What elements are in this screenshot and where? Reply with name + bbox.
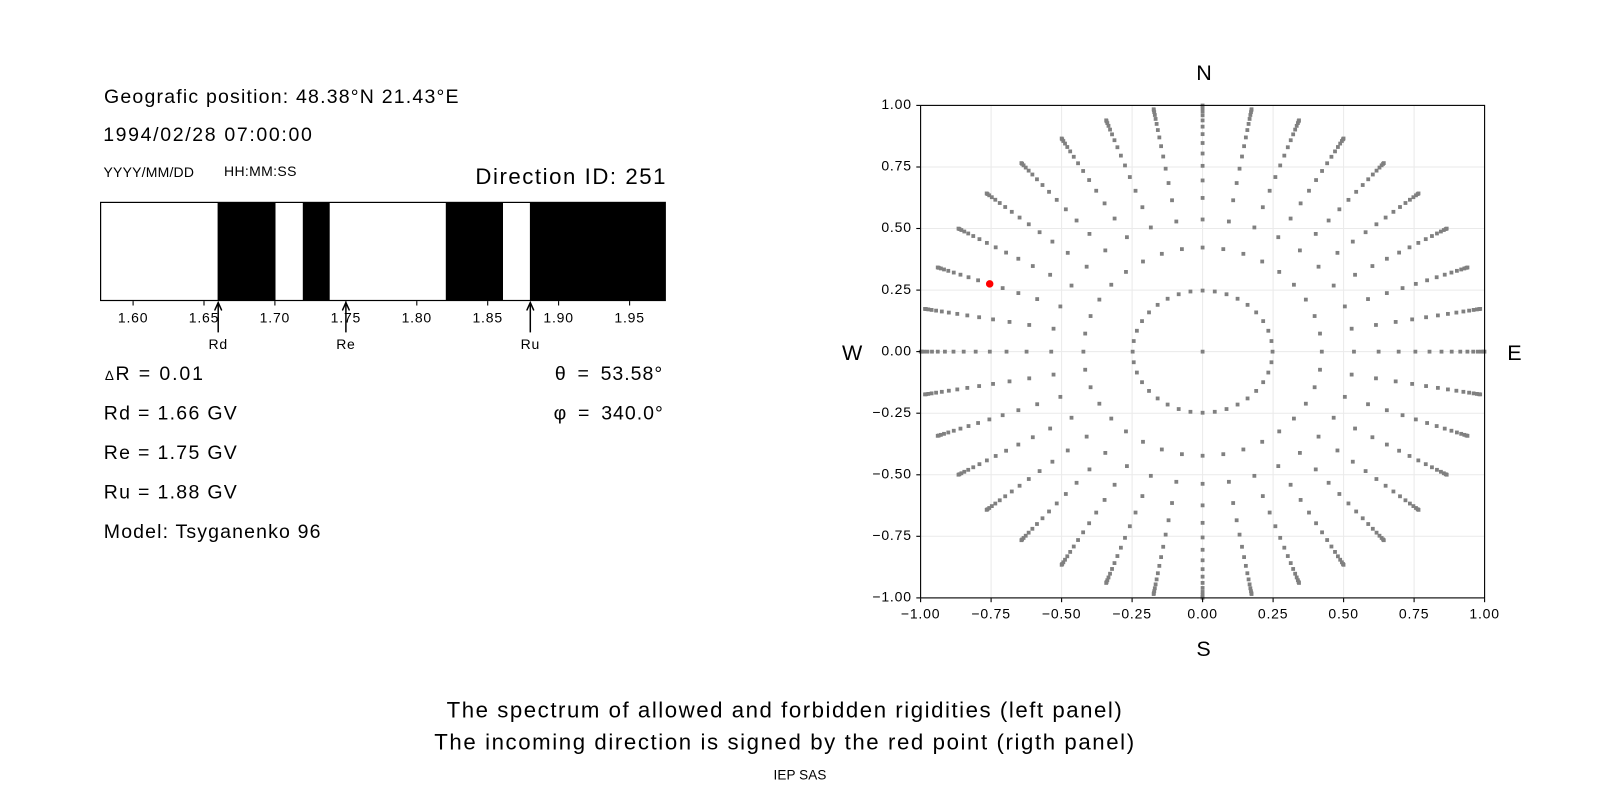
svg-text:−0.25: −0.25 [872, 404, 911, 420]
svg-text:E: E [1507, 341, 1521, 365]
svg-text:θ = 53.58°: θ = 53.58° [555, 363, 663, 385]
svg-text:1994/02/28 07:00:00: 1994/02/28 07:00:00 [103, 124, 313, 146]
svg-text:Ru: Ru [521, 336, 540, 352]
svg-text:Re: Re [336, 336, 355, 352]
svg-text:Direction ID: 251: Direction ID: 251 [475, 164, 667, 189]
svg-text:1.90: 1.90 [543, 309, 573, 325]
svg-text:S: S [1196, 637, 1210, 661]
svg-text:0.50: 0.50 [1328, 606, 1358, 622]
svg-text:−1.00: −1.00 [872, 589, 911, 605]
svg-text:0.00: 0.00 [881, 342, 911, 358]
svg-text:1.00: 1.00 [1469, 606, 1499, 622]
svg-text:0.00: 0.00 [1187, 606, 1217, 622]
svg-text:HH:MM:SS: HH:MM:SS [224, 163, 297, 179]
svg-text:1.70: 1.70 [260, 309, 290, 325]
svg-text:0.25: 0.25 [881, 281, 911, 297]
svg-text:−0.75: −0.75 [971, 606, 1010, 622]
svg-text:0.25: 0.25 [1258, 606, 1288, 622]
svg-text:Re = 1.75 GV: Re = 1.75 GV [104, 442, 238, 464]
svg-text:1.80: 1.80 [402, 309, 432, 325]
svg-text:1.85: 1.85 [472, 309, 502, 325]
svg-text:1.60: 1.60 [118, 309, 148, 325]
svg-text:Rd = 1.66 GV: Rd = 1.66 GV [104, 402, 238, 424]
svg-text:1.00: 1.00 [881, 96, 911, 112]
svg-text:1.65: 1.65 [189, 309, 219, 325]
svg-text:The incoming direction is sign: The incoming direction is signed by the … [434, 729, 1135, 754]
svg-text:The spectrum of allowed and fo: The spectrum of allowed and forbidden ri… [447, 698, 1124, 723]
svg-text:φ = 340.0°: φ = 340.0° [554, 402, 664, 424]
svg-text:Rd: Rd [209, 336, 228, 352]
svg-text:Geografic position: 48.38°N 21: Geografic position: 48.38°N 21.43°E [104, 86, 460, 108]
svg-text:−1.00: −1.00 [901, 606, 940, 622]
svg-text:Ru = 1.88 GV: Ru = 1.88 GV [104, 481, 238, 503]
svg-text:−0.50: −0.50 [872, 466, 911, 482]
svg-text:0.50: 0.50 [881, 219, 911, 235]
svg-text:N: N [1196, 61, 1212, 85]
svg-text:Model: Tsyganenko 96: Model: Tsyganenko 96 [104, 521, 322, 543]
svg-text:−0.75: −0.75 [872, 527, 911, 543]
svg-text:∆R = 0.01: ∆R = 0.01 [105, 363, 205, 385]
svg-text:YYYY/MM/DD: YYYY/MM/DD [104, 164, 195, 180]
svg-text:0.75: 0.75 [881, 158, 911, 174]
svg-text:0.75: 0.75 [1399, 606, 1429, 622]
svg-text:IEP SAS: IEP SAS [774, 767, 827, 782]
svg-text:1.95: 1.95 [614, 309, 644, 325]
svg-text:−0.50: −0.50 [1042, 606, 1081, 622]
svg-text:−0.25: −0.25 [1112, 606, 1151, 622]
svg-text:W: W [842, 341, 863, 365]
